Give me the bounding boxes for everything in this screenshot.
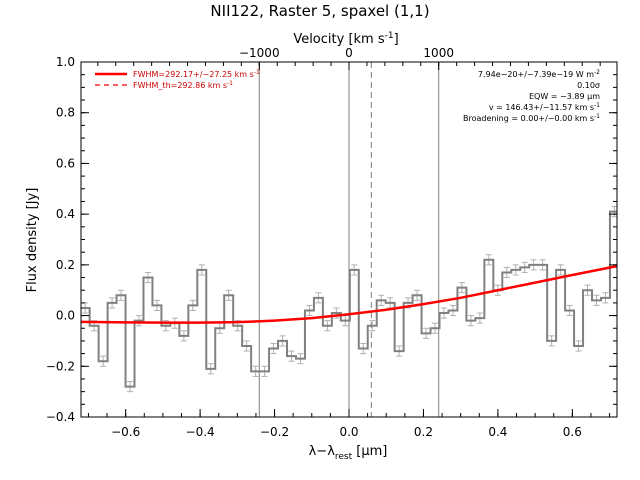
annotation-main: EQW = −3.89 μm bbox=[529, 92, 600, 101]
top-tick-label: −1000 bbox=[239, 46, 280, 60]
annotation-text: 7.94e−20+/−7.39e−19 W m-2 bbox=[478, 69, 600, 79]
y-tick-label: 0.4 bbox=[56, 207, 75, 221]
legend-label: FWHM_th=292.86 km s-1 bbox=[133, 80, 233, 90]
annotation-main: 0.10σ bbox=[577, 81, 600, 90]
top-axis-label-end: ] bbox=[394, 32, 399, 47]
x-tick-label: 0.4 bbox=[488, 425, 507, 439]
x-tick-label: 0.2 bbox=[414, 425, 433, 439]
top-axis-label-main: Velocity [km s bbox=[293, 32, 385, 47]
annotation-main: v = 146.43+/−11.57 km s bbox=[489, 103, 594, 112]
top-axis-label-sup: -1 bbox=[385, 31, 394, 41]
annotation-sup: -1 bbox=[594, 113, 600, 120]
legend-label-text: FWHM=292.17+/−27.25 km s bbox=[133, 70, 254, 79]
x-tick-label: 0.6 bbox=[563, 425, 582, 439]
x-axis-label: λ−λrest [μm] bbox=[309, 444, 388, 462]
annotation-sup: -2 bbox=[594, 69, 600, 76]
x-tick-label: −0.4 bbox=[186, 425, 215, 439]
plot-area: −0.6 −0.4 −0.2 0.0 0.2 0.4 0.6 −0.4 −0.2 0.0 0.2 0.… bbox=[46, 46, 618, 439]
annotation-sup: -1 bbox=[594, 102, 600, 109]
x-tick-label: 0.0 bbox=[339, 425, 358, 439]
annotation-text: 0.10σ bbox=[577, 81, 600, 90]
legend-label-text: FWHM_th=292.86 km s bbox=[133, 81, 227, 90]
annotation-text: v = 146.43+/−11.57 km s-1 bbox=[489, 102, 600, 112]
top-tick-label: 0 bbox=[345, 46, 353, 60]
y-tick-label: 0.6 bbox=[56, 156, 75, 170]
x-tick-label: −0.6 bbox=[111, 425, 140, 439]
y-tick-label: 0.8 bbox=[56, 106, 75, 120]
top-tick-label: 1000 bbox=[423, 46, 454, 60]
annotation-text: Broadening = 0.00+/−0.00 km s-1 bbox=[463, 113, 600, 123]
chart-title: NII122, Raster 5, spaxel (1,1) bbox=[210, 2, 429, 20]
y-axis-label: Flux density [Jy] bbox=[25, 188, 40, 293]
x-axis-label-unit: [μm] bbox=[352, 444, 387, 459]
annotation-main: Broadening = 0.00+/−0.00 km s bbox=[463, 114, 594, 123]
legend-label: FWHM=292.17+/−27.25 km s-1 bbox=[133, 69, 260, 79]
legend-label-sup: -1 bbox=[227, 80, 233, 87]
y-tick-label: −0.2 bbox=[46, 359, 75, 373]
fit-curve bbox=[80, 264, 618, 324]
x-axis-label-sub: rest bbox=[335, 452, 353, 462]
y-tick-label: 1.0 bbox=[56, 55, 75, 69]
x-axis-label-main: λ−λ bbox=[309, 444, 336, 459]
top-axis-label: Velocity [km s-1] bbox=[293, 31, 398, 47]
y-tick-label: 0.2 bbox=[56, 258, 75, 272]
spectrum-series bbox=[81, 210, 617, 388]
annotation-text: EQW = −3.89 μm bbox=[529, 92, 600, 101]
annotation-main: 7.94e−20+/−7.39e−19 W m bbox=[478, 70, 594, 79]
x-tick-label: −0.2 bbox=[260, 425, 289, 439]
legend-label-sup: -1 bbox=[254, 69, 260, 76]
y-tick-label: −0.4 bbox=[46, 410, 75, 424]
y-tick-label: 0.0 bbox=[56, 309, 75, 323]
